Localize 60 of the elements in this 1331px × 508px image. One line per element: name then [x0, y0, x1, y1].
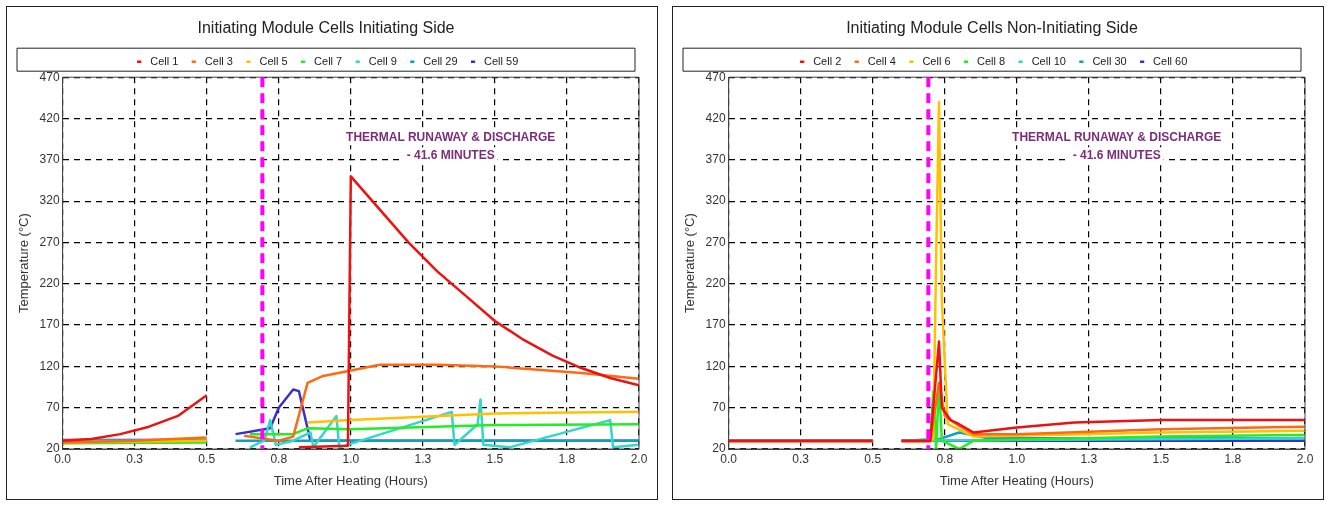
legend-label: Cell 8: [977, 54, 1006, 67]
x-tick-label: 2.0: [630, 451, 648, 466]
y-tick-label: 220: [39, 276, 60, 291]
x-tick-label: 0.5: [198, 451, 216, 466]
x-tick-label: 1.5: [486, 451, 504, 466]
x-axis-title: Time After Heating (Hours): [939, 472, 1094, 488]
x-tick-label: 1.3: [414, 451, 432, 466]
y-tick-label: 420: [705, 110, 726, 125]
y-tick-label: 270: [39, 234, 60, 249]
x-tick-label: 1.3: [1080, 451, 1098, 466]
legend-label: Cell 9: [368, 54, 397, 67]
annotation: THERMAL RUNAWAY & DISCHARGE: [1012, 129, 1222, 144]
y-tick-label: 420: [39, 110, 60, 125]
x-tick-label: 1.0: [1008, 451, 1026, 466]
x-tick-label: 1.0: [342, 451, 360, 466]
legend-label: Cell 59: [484, 54, 519, 67]
y-tick-label: 170: [39, 317, 60, 332]
y-tick-label: 220: [705, 276, 726, 291]
y-tick-label: 70: [46, 400, 60, 414]
annotation: THERMAL RUNAWAY & DISCHARGE: [346, 129, 556, 144]
y-tick-label: 120: [705, 358, 726, 373]
legend-label: Cell 29: [423, 54, 458, 67]
y-tick-label: 470: [705, 69, 726, 84]
y-tick-label: 70: [712, 400, 726, 414]
x-tick-label: 0.8: [270, 451, 288, 466]
y-tick-label: 370: [39, 152, 60, 167]
legend-label: Cell 30: [1092, 54, 1127, 67]
annotation: - 41.6 MINUTES: [1072, 147, 1161, 162]
x-tick-label: 0.3: [792, 451, 810, 466]
x-tick-label: 0.8: [936, 451, 954, 466]
legend-label: Cell 2: [813, 54, 842, 67]
legend-label: Cell 10: [1031, 54, 1066, 67]
y-tick-label: 120: [39, 358, 60, 373]
legend-label: Cell 4: [867, 54, 896, 67]
x-tick-label: 0.0: [720, 451, 738, 466]
x-tick-label: 1.8: [1224, 451, 1242, 466]
x-tick-label: 0.3: [126, 451, 144, 466]
x-tick-label: 1.8: [558, 451, 576, 466]
x-tick-label: 2.0: [1296, 451, 1314, 466]
annotation: - 41.6 MINUTES: [406, 147, 495, 162]
y-tick-label: 170: [705, 317, 726, 332]
y-tick-label: 270: [705, 234, 726, 249]
y-tick-label: 320: [39, 193, 60, 208]
legend-label: Cell 6: [922, 54, 951, 67]
chart-title: Initiating Module Cells Non-Initiating Side: [846, 19, 1138, 37]
legend-label: Cell 7: [314, 54, 343, 67]
legend-label: Cell 5: [259, 54, 288, 67]
x-tick-label: 0.5: [864, 451, 882, 466]
y-axis-title: Temperature (°C): [16, 213, 32, 314]
y-axis-title: Temperature (°C): [682, 213, 698, 314]
legend-label: Cell 1: [150, 54, 179, 67]
y-tick-label: 320: [705, 193, 726, 208]
x-tick-label: 1.5: [1152, 451, 1170, 466]
legend-label: Cell 3: [204, 54, 233, 67]
y-tick-label: 470: [39, 69, 60, 84]
x-tick-label: 0.0: [54, 451, 72, 466]
chart-title: Initiating Module Cells Initiating Side: [197, 19, 455, 37]
x-axis-title: Time After Heating (Hours): [273, 472, 428, 488]
y-tick-label: 370: [705, 152, 726, 167]
legend-label: Cell 60: [1153, 54, 1188, 67]
